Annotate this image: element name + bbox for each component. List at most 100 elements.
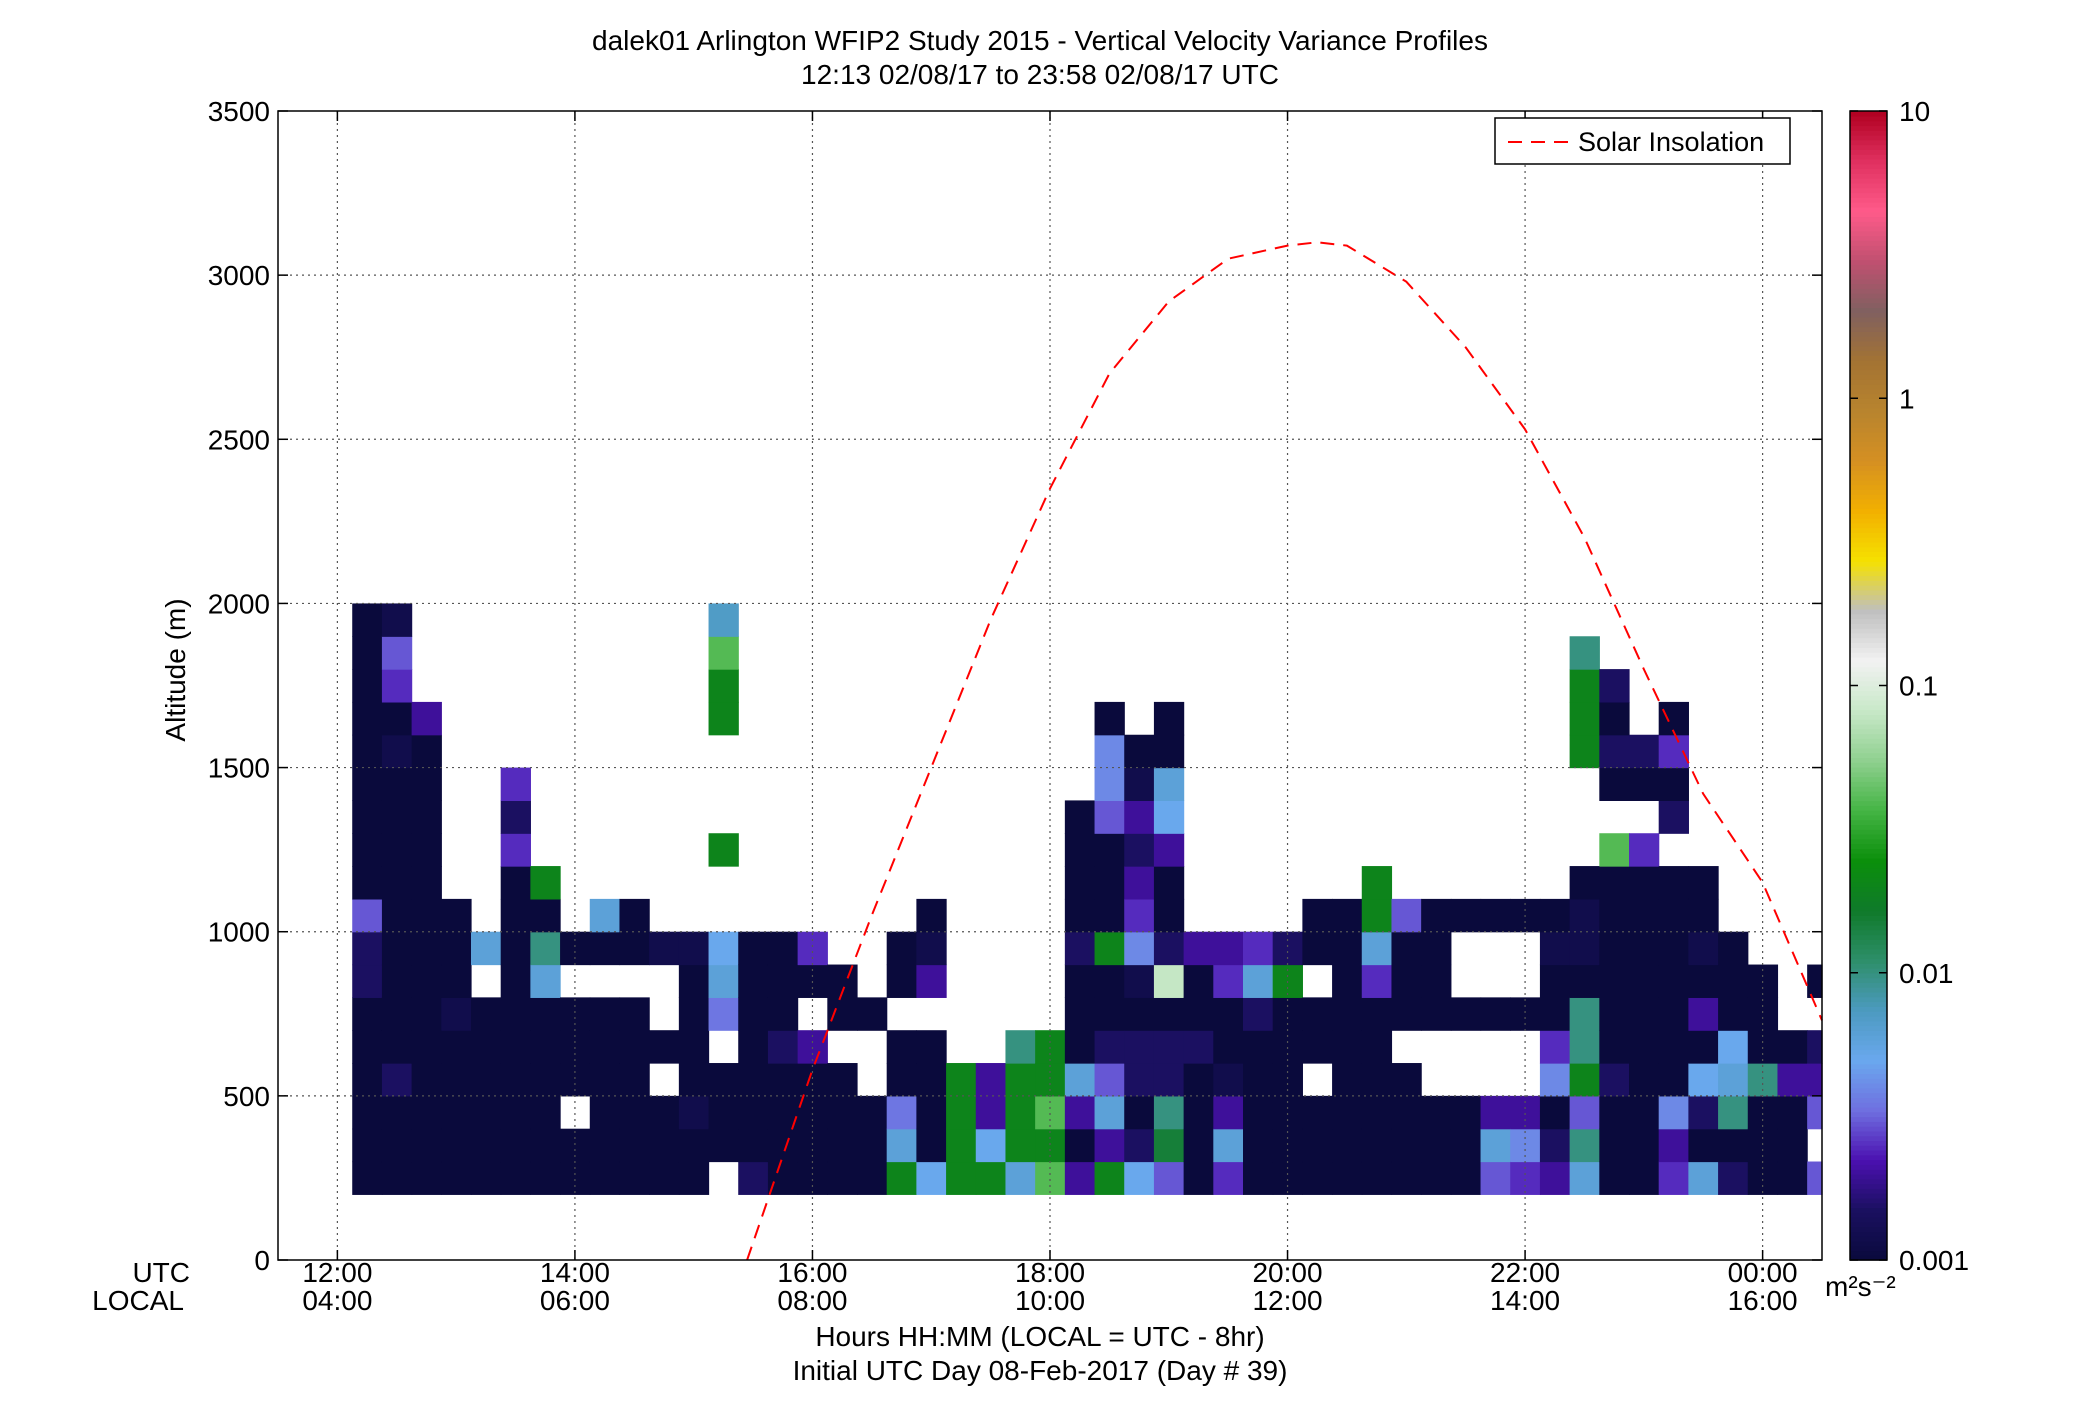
chart-subtitle: 12:13 02/08/17 to 23:58 02/08/17 UTC (801, 59, 1279, 90)
heatmap-cell (441, 931, 472, 966)
colorbar-segment (1850, 1173, 1887, 1180)
heatmap-cell (500, 833, 531, 867)
heatmap-cell (1391, 1063, 1422, 1097)
heatmap-cell (946, 1063, 977, 1097)
heatmap-cell (1510, 1095, 1541, 1130)
heatmap-cell (411, 1095, 442, 1130)
heatmap-cell (1094, 1095, 1125, 1130)
colorbar-segment (1850, 522, 1887, 529)
heatmap-cell (411, 898, 442, 933)
colorbar-segment (1850, 709, 1887, 715)
colorbar-segment (1850, 584, 1887, 591)
heatmap-cell (1777, 1128, 1808, 1163)
heatmap-cell (1153, 898, 1185, 933)
heatmap-cell (1421, 1161, 1452, 1195)
heatmap-cell (411, 833, 442, 867)
colorbar-segment (1850, 1188, 1887, 1194)
heatmap-cell (1391, 1128, 1422, 1163)
colorbar-segment (1850, 570, 1887, 577)
heatmap-cell (619, 931, 650, 966)
colorbar-segment (1850, 867, 1887, 873)
colorbar-segment (1850, 929, 1887, 936)
heatmap-cell (441, 898, 472, 933)
heatmap-cell (1153, 1095, 1185, 1130)
heatmap-cell (352, 701, 383, 736)
heatmap-cell (1005, 1095, 1036, 1130)
heatmap-cell (352, 1095, 383, 1130)
heatmap-cell (1035, 1161, 1066, 1195)
heatmap-cell (1599, 997, 1630, 1031)
heatmap-cell (886, 1161, 917, 1195)
colorbar-segment (1850, 594, 1887, 601)
colorbar-segment (1850, 829, 1887, 835)
colorbar-segment (1850, 388, 1887, 395)
heatmap-cell (975, 1161, 1007, 1195)
heatmap-cell (1629, 1063, 1660, 1097)
heatmap-cell (678, 1030, 710, 1064)
heatmap-cell (975, 1063, 1007, 1097)
colorbar-segment (1850, 632, 1887, 639)
heatmap-cell (1450, 898, 1482, 933)
colorbar-segment (1850, 915, 1887, 921)
colorbar-segment (1850, 1121, 1887, 1127)
heatmap-cell (1124, 964, 1155, 998)
colorbar-segment (1850, 1058, 1887, 1065)
heatmap-cell (738, 931, 769, 966)
colorbar-segment (1850, 221, 1887, 227)
colorbar-segment (1850, 1212, 1887, 1218)
heatmap-cell (1243, 1030, 1274, 1064)
colorbar-segment (1850, 120, 1887, 127)
colorbar-segment (1850, 613, 1887, 620)
chart-title: dalek01 Arlington WFIP2 Study 2015 - Ver… (592, 25, 1488, 56)
heatmap-cell (1569, 1030, 1600, 1064)
heatmap-cell (946, 1128, 977, 1163)
heatmap-cell (1569, 1161, 1600, 1195)
heatmap-cell (1777, 1030, 1808, 1064)
heatmap-cell (1124, 767, 1155, 801)
heatmap-cell (1094, 931, 1125, 966)
heatmap-cell (1213, 1161, 1244, 1195)
heatmap-cell (471, 1030, 502, 1064)
colorbar-segment (1850, 125, 1887, 131)
heatmap-cell (1480, 1161, 1511, 1195)
colorbar-segment (1850, 336, 1887, 342)
heatmap-cell (1421, 997, 1452, 1031)
heatmap-cell (738, 1128, 769, 1163)
colorbar-segment (1850, 1231, 1887, 1237)
heatmap-cell (500, 964, 531, 998)
heatmap-cell (1153, 833, 1185, 867)
colorbar-segment (1850, 527, 1887, 533)
colorbar-segment (1850, 1240, 1887, 1247)
colorbar-segment (1850, 398, 1887, 404)
heatmap-cell (1629, 866, 1660, 900)
heatmap-cell (1539, 898, 1571, 933)
heatmap-cell (1153, 1030, 1185, 1064)
colorbar-tick-label: 10 (1899, 96, 1930, 127)
heatmap-cell (1183, 1063, 1214, 1097)
colorbar-segment (1850, 422, 1887, 428)
colorbar-segment (1850, 455, 1887, 462)
colorbar-segment (1850, 1236, 1887, 1242)
heatmap-cell (381, 636, 413, 670)
heatmap-cell (589, 931, 621, 966)
heatmap-cell (589, 1030, 621, 1064)
heatmap-cell (827, 997, 858, 1031)
heatmap-cell (1391, 1095, 1422, 1130)
heatmap-cell (1213, 1095, 1244, 1130)
colorbar-tick-label: 0.01 (1899, 958, 1954, 989)
colorbar-segment (1850, 1226, 1887, 1232)
heatmap-cell (1807, 964, 1823, 998)
heatmap-cell (1658, 701, 1689, 736)
heatmap-cell (1688, 1161, 1719, 1195)
heatmap-cell (738, 1095, 769, 1130)
heatmap-cell (381, 931, 413, 966)
x-axis-label-day: Initial UTC Day 08-Feb-2017 (Day # 39) (793, 1355, 1288, 1386)
colorbar-segment (1850, 364, 1887, 371)
heatmap-cell (1480, 1128, 1511, 1163)
y-tick-label: 500 (223, 1081, 270, 1112)
heatmap-cell (1243, 964, 1274, 998)
colorbar-segment (1850, 130, 1887, 136)
heatmap-cell (1688, 997, 1719, 1031)
heatmap-cell (1718, 1030, 1749, 1064)
